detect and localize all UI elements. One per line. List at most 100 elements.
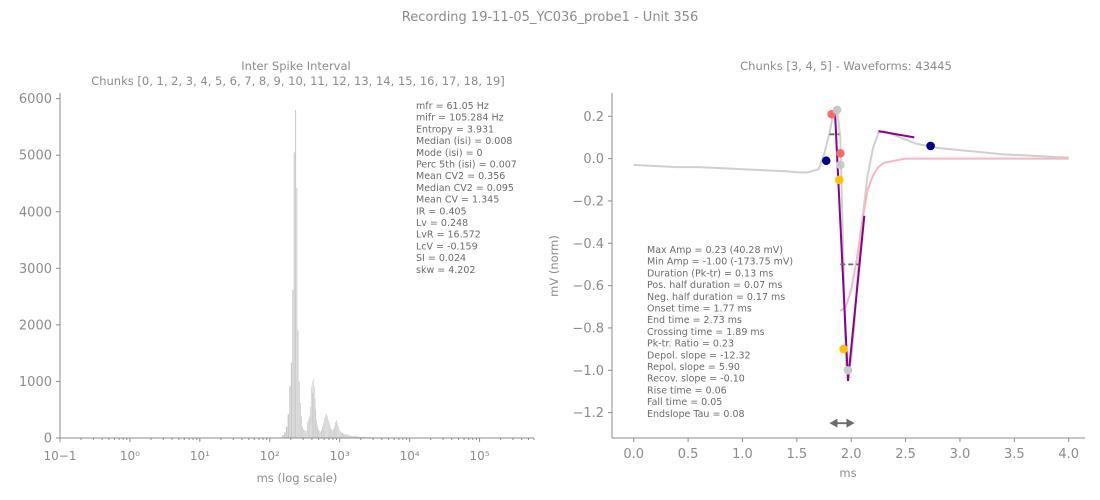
isi-bar [351,435,352,438]
isi-bar [321,430,322,438]
isi-stat-line: Entropy = 3.931 [416,124,494,135]
isi-bar [337,423,338,438]
isi-stat-line: Mode (isi) = 0 [416,148,483,159]
waveform-panel: Chunks [3, 4, 5] - Waveforms: 43445 0.2 0… [547,59,1085,480]
waveform-y-tick-label: −0.8 [572,321,604,336]
waveform-stat-line: Crossing time = 1.89 ms [647,327,765,338]
isi-bar [305,431,306,438]
isi-y-tick-label: 1000 [19,375,52,390]
isi-bar [290,362,293,438]
isi-bar [308,418,310,438]
isi-bar [314,398,316,438]
waveform-x-tick-label: 0.5 [678,447,699,462]
waveform-feature-marker [926,141,935,151]
waveform-y-tick-label: −0.4 [572,237,604,252]
isi-bar [347,434,349,438]
waveform-stat-line: Max Amp = 0.23 (40.28 mV) [647,245,783,256]
isi-bar [318,428,319,438]
isi-axes: 0 1000 2000 3000 4000 5000 6000 10−1 10⁰ 10¹ 10² 10… [19,92,535,463]
waveform-lines [633,107,1069,381]
isi-bar [314,387,315,438]
isi-stat-line: mifr = 105.284 Hz [416,113,504,124]
waveform-feature-marker [836,160,845,170]
isi-bar [344,434,345,438]
waveform-x-tick-label: 2.0 [841,447,862,462]
waveform-recovery-fit-line [839,157,1069,312]
isi-bar [330,428,332,438]
isi-stat-line: SI = 0.024 [416,253,466,264]
isi-bar [329,425,331,438]
waveform-x-tick-label: 0.0 [623,447,644,462]
waveform-stat-line: Repol. slope = 5.90 [647,362,740,373]
isi-stat-line: IR = 0.405 [416,206,467,217]
waveform-feature-marker [832,105,842,115]
waveform-x-tick-label: 3.5 [1004,447,1025,462]
waveform-y-tick-label: −1.2 [572,406,604,421]
isi-bar [306,423,308,438]
waveform-y-tick-label: −0.2 [572,194,604,209]
waveform-stat-line: Pos. half duration = 0.07 ms [647,280,782,291]
waveform-x-tick-label: 2.5 [895,447,916,462]
isi-stat-line: LvR = 16.572 [416,230,481,241]
waveform-y-tick-label: −0.6 [572,279,604,294]
isi-bar [353,436,355,438]
isi-bar [301,416,302,438]
isi-stat-line: skw = 4.202 [416,265,475,276]
waveform-y-tick-label: 0.2 [583,110,604,125]
isi-bar [342,432,343,438]
isi-x-tick-label: 10⁵ [470,449,490,463]
isi-bar [340,431,341,438]
isi-bar [295,109,297,438]
isi-bars [282,109,438,438]
isi-x-tick-label: 10² [260,449,280,463]
waveform-stat-line: Pk-tr. Ratio = 0.23 [647,339,734,350]
isi-stat-line: LcV = -0.159 [416,241,478,252]
waveform-feature-marker [834,175,844,185]
isi-bar [332,428,334,438]
waveform-stat-line: Min Amp = -1.00 (-173.75 mV) [647,257,793,268]
isi-bar [310,406,311,438]
isi-y-tick-label: 2000 [19,318,52,333]
isi-bar [328,420,329,438]
isi-x-tick-label: 10³ [330,449,350,463]
isi-stat-line: Lv = 0.248 [416,218,468,229]
isi-subtitle: Chunks [0, 1, 2, 3, 4, 5, 6, 7, 8, 9, 10… [91,74,505,88]
isi-bar [315,409,317,438]
isi-bar [345,434,347,438]
isi-bar [311,381,313,438]
isi-bar [309,415,311,438]
isi-stat-line: Median CV2 = 0.095 [416,183,514,194]
isi-bar [292,289,294,438]
waveform-x-tick-label: 1.0 [732,447,753,462]
isi-bar [306,430,307,438]
waveform-stat-line: Endslope Tau = 0.08 [647,409,745,420]
waveform-feature-marker [843,365,853,375]
waveform-y-tick-label: −1.0 [572,364,604,379]
isi-panel: Inter Spike Interval Chunks [0, 1, 2, 3,… [19,59,535,485]
isi-stat-line: mfr = 61.05 Hz [416,101,489,112]
isi-bar [360,436,364,438]
isi-stat-line: Mean CV2 = 0.356 [416,171,505,182]
isi-bar [284,432,286,438]
waveform-feature-marker [839,344,848,354]
waveform-xlabel: ms [839,466,856,480]
isi-bar [324,418,325,438]
isi-bar [299,402,301,438]
isi-bar [327,416,328,438]
figure-suptitle: Recording 19-11-05_YC036_probe1 - Unit 3… [402,10,698,25]
waveform-feature-marker [821,156,831,166]
isi-bar [363,436,367,438]
isi-bar [282,435,284,438]
waveform-stat-line: Neg. half duration = 0.17 ms [647,292,785,303]
isi-bar [316,419,317,438]
isi-bar [349,435,351,438]
isi-bar [343,433,344,438]
isi-bar [319,431,321,438]
waveform-y-tick-label: 0.0 [583,152,604,167]
isi-y-tick-label: 0 [44,432,52,447]
isi-bar [311,387,312,438]
waveform-title: Chunks [3, 4, 5] - Waveforms: 43445 [740,59,952,73]
isi-title: Inter Spike Interval [241,59,350,73]
isi-bar [297,330,299,438]
